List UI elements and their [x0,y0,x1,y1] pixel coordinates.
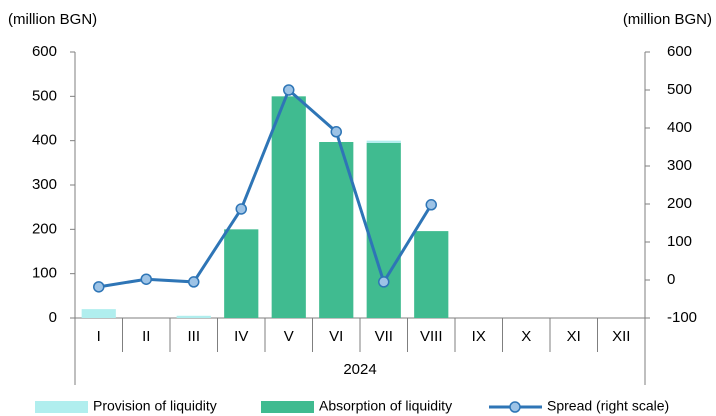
bar [224,229,259,318]
y-tick-label: 300 [32,176,57,193]
x-tick-label: XII [612,328,630,345]
marker [188,276,200,288]
marker [425,199,437,211]
marker [283,84,295,96]
y2-tick-label: 0 [667,271,675,288]
bar [271,96,306,318]
x-tick-label: VI [329,328,343,345]
y-tick-label: 500 [32,87,57,104]
x-tick-label: IV [234,328,248,345]
y2-axis-label: (million BGN) [623,11,712,28]
y-tick-label: 100 [32,265,57,282]
y-tick-label: 0 [49,309,57,326]
y2-tick-label: -100 [667,309,697,326]
line [98,87,433,289]
marker [378,276,390,288]
y2-tick-label: 400 [667,119,692,136]
bar [176,315,211,318]
x-tick-label: V [284,328,294,345]
y2-tick-label: 500 [667,81,692,98]
y-axis-label: (million BGN) [8,11,97,28]
marker [330,126,342,138]
bar [414,231,449,318]
x-tick-label: III [187,328,200,345]
marker [235,203,247,215]
marker [140,273,152,285]
x-tick-label: VIII [420,328,443,345]
legend-label: Provision of liquidity [93,398,217,414]
x-tick-label: I [97,328,101,345]
bar [366,140,401,143]
x-axis-label: 2024 [343,361,376,378]
x-tick-label: II [142,328,150,345]
marker [93,281,105,293]
legend-swatch [35,401,88,413]
legend: Provision of liquidity Absorption of liqu… [35,398,669,414]
y2-tick-label: 100 [667,233,692,250]
x-tick-label: VII [375,328,393,345]
x-tick-label: IX [472,328,486,345]
legend-swatch [261,401,314,413]
x-tick-label: X [521,328,531,345]
bar [81,309,116,318]
y2-tick-label: 300 [667,157,692,174]
y2-tick-label: 200 [667,195,692,212]
y-tick-label: 200 [32,220,57,237]
x-tick-label: XI [567,328,581,345]
bar [366,142,401,318]
legend-label: Absorption of liquidity [319,398,452,414]
y-tick-label: 400 [32,132,57,149]
legend-marker [509,401,521,413]
y2-tick-label: 600 [667,43,692,60]
legend-label: Spread (right scale) [547,398,669,414]
y-tick-label: 600 [32,43,57,60]
